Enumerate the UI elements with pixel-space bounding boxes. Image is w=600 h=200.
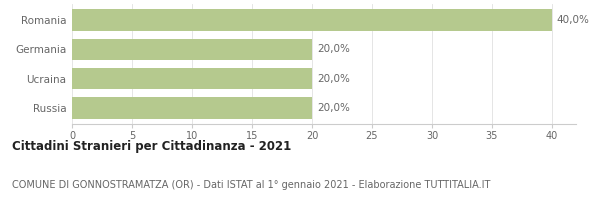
Bar — [72, 68, 312, 89]
Text: 40,0%: 40,0% — [557, 15, 590, 25]
Bar — [72, 97, 312, 119]
Text: 20,0%: 20,0% — [317, 103, 350, 113]
Text: 20,0%: 20,0% — [317, 74, 350, 84]
Text: 20,0%: 20,0% — [317, 44, 350, 54]
Text: COMUNE DI GONNOSTRAMATZA (OR) - Dati ISTAT al 1° gennaio 2021 - Elaborazione TUT: COMUNE DI GONNOSTRAMATZA (OR) - Dati IST… — [12, 180, 490, 190]
Bar — [72, 39, 312, 60]
Bar — [72, 9, 552, 31]
Text: Cittadini Stranieri per Cittadinanza - 2021: Cittadini Stranieri per Cittadinanza - 2… — [12, 140, 291, 153]
